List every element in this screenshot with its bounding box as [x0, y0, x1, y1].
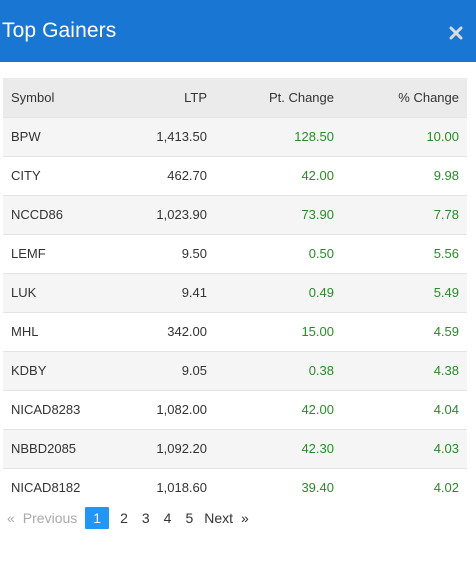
cell-pct-change: 5.56 — [342, 233, 467, 273]
cell-symbol: KDBY — [3, 350, 121, 390]
page-5-button[interactable]: 5 — [185, 510, 194, 526]
table-row[interactable]: MHL 342.00 15.00 4.59 — [3, 311, 467, 351]
cell-pt-change: 42.00 — [215, 155, 342, 195]
cell-ltp: 1,082.00 — [121, 389, 215, 429]
table-row[interactable]: LUK 9.41 0.49 5.49 — [3, 272, 467, 312]
cell-ltp: 1,092.20 — [121, 428, 215, 468]
cell-symbol: LUK — [3, 272, 121, 312]
cell-pct-change: 4.02 — [342, 467, 467, 507]
cell-pt-change: 42.00 — [215, 389, 342, 429]
close-icon — [449, 26, 463, 40]
table-body: BPW 1,413.50 128.50 10.00 CITY 462.70 42.00 9.9… — [3, 116, 467, 507]
cell-ltp: 1,018.60 — [121, 467, 215, 507]
gainers-table-container: Symbol LTP Pt. Change % Change BPW 1,413.… — [3, 78, 467, 507]
previous-button: Previous — [22, 510, 78, 526]
cell-pct-change: 10.00 — [342, 116, 467, 156]
cell-pct-change: 4.04 — [342, 389, 467, 429]
cell-pct-change: 4.38 — [342, 350, 467, 390]
modal-title: Top Gainers — [2, 19, 117, 42]
table-row[interactable]: BPW 1,413.50 128.50 10.00 — [3, 116, 467, 156]
cell-ltp: 1,023.90 — [121, 194, 215, 234]
cell-symbol: BPW — [3, 116, 121, 156]
column-header-pct-change[interactable]: % Change — [398, 89, 459, 105]
cell-symbol: NCCD86 — [3, 194, 121, 234]
cell-pt-change: 39.40 — [215, 467, 342, 507]
cell-ltp: 462.70 — [121, 155, 215, 195]
table-row[interactable]: NBBD2085 1,092.20 42.30 4.03 — [3, 428, 467, 468]
table-row[interactable]: KDBY 9.05 0.38 4.38 — [3, 350, 467, 390]
table-row[interactable]: NCCD86 1,023.90 73.90 7.78 — [3, 194, 467, 234]
page-3-button[interactable]: 3 — [141, 510, 150, 526]
cell-pt-change: 0.49 — [215, 272, 342, 312]
table-row[interactable]: LEMF 9.50 0.50 5.56 — [3, 233, 467, 273]
cell-ltp: 342.00 — [121, 311, 215, 351]
modal-header: Top Gainers — [0, 0, 476, 62]
next-arrow[interactable]: » — [241, 510, 249, 526]
column-header-ltp[interactable]: LTP — [184, 89, 207, 105]
cell-pt-change: 15.00 — [215, 311, 342, 351]
cell-symbol: LEMF — [3, 233, 121, 273]
page-2-button[interactable]: 2 — [120, 510, 128, 526]
column-header-pt-change[interactable]: Pt. Change — [268, 89, 334, 105]
cell-ltp: 9.05 — [121, 350, 215, 390]
cell-symbol: MHL — [3, 311, 121, 351]
cell-symbol: NBBD2085 — [3, 428, 121, 468]
table-header-row: Symbol LTP Pt. Change % Change — [3, 78, 467, 117]
table-row[interactable]: NICAD8182 1,018.60 39.40 4.02 — [3, 467, 467, 507]
next-button[interactable]: Next — [204, 510, 234, 526]
cell-ltp: 9.41 — [121, 272, 215, 312]
page-4-button[interactable]: 4 — [163, 510, 172, 526]
cell-ltp: 1,413.50 — [121, 116, 215, 156]
close-button[interactable] — [444, 21, 468, 45]
cell-pct-change: 4.59 — [342, 311, 467, 351]
cell-symbol: NICAD8283 — [3, 389, 121, 429]
cell-pt-change: 0.50 — [215, 233, 342, 273]
prev-arrow: « — [7, 510, 15, 526]
cell-symbol: CITY — [3, 155, 121, 195]
cell-pct-change: 5.49 — [342, 272, 467, 312]
cell-ltp: 9.50 — [121, 233, 215, 273]
cell-pt-change: 128.50 — [215, 116, 342, 156]
pagination: « Previous 1 2 3 4 5 Next » — [3, 506, 253, 530]
table-row[interactable]: NICAD8283 1,082.00 42.00 4.04 — [3, 389, 467, 429]
page-1-button[interactable]: 1 — [85, 507, 110, 529]
gainers-table: Symbol LTP Pt. Change % Change BPW 1,413.… — [3, 78, 467, 507]
column-header-symbol[interactable]: Symbol — [11, 89, 55, 105]
cell-symbol: NICAD8182 — [3, 467, 121, 507]
cell-pt-change: 42.30 — [215, 428, 342, 468]
cell-pct-change: 7.78 — [342, 194, 467, 234]
cell-pt-change: 0.38 — [215, 350, 342, 390]
table-row[interactable]: CITY 462.70 42.00 9.98 — [3, 155, 467, 195]
cell-pct-change: 4.03 — [342, 428, 467, 468]
cell-pt-change: 73.90 — [215, 194, 342, 234]
cell-pct-change: 9.98 — [342, 155, 467, 195]
